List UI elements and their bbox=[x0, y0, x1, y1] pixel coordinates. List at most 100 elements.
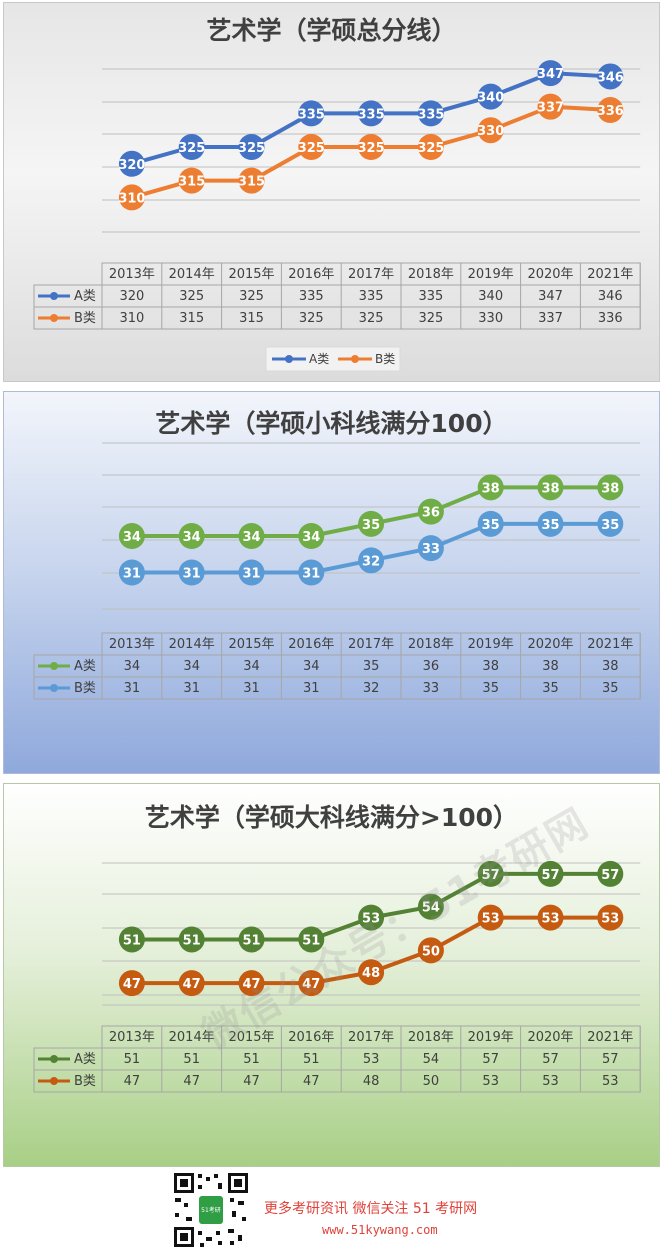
chart-svg: 艺术学（学硕总分线） 320 325 325 335 335 335 340 347 346 310… bbox=[33, 16, 641, 372]
data-point-1-8 bbox=[597, 510, 624, 537]
table-cell-0-2: 51 bbox=[243, 1052, 260, 1067]
data-point-0-8 bbox=[597, 474, 624, 501]
table-cell-1-1: 47 bbox=[183, 1074, 200, 1089]
table-header-3: 2016年 bbox=[288, 267, 334, 282]
table-cell-0-0: 34 bbox=[124, 659, 141, 674]
data-label-1-4: 48 bbox=[362, 966, 380, 981]
data-point-1-2 bbox=[238, 559, 265, 586]
data-label-0-3: 335 bbox=[298, 107, 325, 122]
table-header-6: 2019年 bbox=[468, 1030, 514, 1045]
table-header-5: 2018年 bbox=[408, 1030, 454, 1045]
table-cell-1-7: 35 bbox=[542, 681, 559, 696]
table-cell-1-6: 330 bbox=[478, 311, 503, 326]
table-cell-0-6: 38 bbox=[482, 659, 499, 674]
data-point-1-6 bbox=[477, 904, 504, 931]
table-header-2: 2015年 bbox=[228, 637, 274, 652]
data-point-0-6 bbox=[477, 860, 504, 887]
table-cell-0-5: 36 bbox=[423, 659, 440, 674]
table-header-6: 2019年 bbox=[468, 267, 514, 282]
table-cell-1-2: 47 bbox=[243, 1074, 260, 1089]
table-header-3: 2016年 bbox=[288, 1030, 334, 1045]
row-legend-marker-0 bbox=[50, 292, 58, 300]
table-header-5: 2018年 bbox=[408, 267, 454, 282]
chart-legend: A类 B类 bbox=[265, 346, 401, 372]
data-label-1-7: 53 bbox=[541, 912, 559, 927]
data-point-0-2 bbox=[238, 926, 265, 953]
data-point-1-4 bbox=[358, 959, 385, 986]
data-label-0-0: 51 bbox=[123, 933, 141, 948]
data-label-0-0: 34 bbox=[123, 530, 141, 545]
data-point-0-0 bbox=[118, 523, 145, 549]
table-cell-1-1: 315 bbox=[179, 311, 204, 326]
data-label-0-2: 34 bbox=[242, 530, 260, 545]
table-cell-1-5: 33 bbox=[423, 681, 440, 696]
table-cell-0-0: 51 bbox=[124, 1052, 141, 1067]
data-label-0-8: 346 bbox=[597, 70, 624, 85]
data-point-0-1 bbox=[178, 134, 205, 160]
data-point-0-6 bbox=[477, 474, 504, 501]
data-label-1-2: 31 bbox=[242, 567, 260, 582]
table-cell-0-4: 53 bbox=[363, 1052, 380, 1067]
table-cell-1-6: 53 bbox=[482, 1074, 499, 1089]
table-cell-0-6: 340 bbox=[478, 289, 503, 304]
data-point-1-7 bbox=[537, 904, 564, 931]
table-cell-0-1: 34 bbox=[183, 659, 200, 674]
data-point-1-2 bbox=[238, 970, 265, 997]
data-label-1-2: 315 bbox=[238, 175, 265, 190]
table-cell-0-4: 335 bbox=[359, 289, 384, 304]
data-point-0-5 bbox=[417, 498, 444, 525]
data-label-0-2: 325 bbox=[238, 141, 265, 156]
data-point-0-3 bbox=[298, 523, 325, 549]
table-cell-1-7: 337 bbox=[538, 311, 563, 326]
data-label-0-1: 34 bbox=[183, 530, 201, 545]
table-cell-1-4: 325 bbox=[359, 311, 384, 326]
data-label-1-6: 35 bbox=[482, 518, 500, 533]
footer-website-link[interactable]: www.51kywang.com bbox=[322, 1223, 438, 1237]
data-label-1-0: 310 bbox=[118, 191, 145, 206]
table-header-0: 2013年 bbox=[109, 267, 155, 282]
table-header-4: 2017年 bbox=[348, 267, 394, 282]
data-label-0-7: 38 bbox=[541, 481, 559, 496]
data-point-0-7 bbox=[537, 474, 564, 501]
table-cell-1-0: 310 bbox=[119, 311, 144, 326]
data-label-1-5: 50 bbox=[422, 944, 440, 959]
table-header-4: 2017年 bbox=[348, 637, 394, 652]
legend-label-1: B类 bbox=[375, 352, 395, 366]
data-point-0-0 bbox=[118, 150, 145, 177]
table-cell-0-1: 51 bbox=[183, 1052, 200, 1067]
table-header-1: 2014年 bbox=[169, 267, 215, 282]
data-point-1-4 bbox=[358, 547, 385, 574]
data-point-0-6 bbox=[477, 83, 504, 110]
table-cell-0-7: 57 bbox=[542, 1052, 559, 1067]
row-legend-marker-1 bbox=[50, 314, 58, 322]
qr-label: 51考研 bbox=[201, 1207, 221, 1214]
data-point-0-1 bbox=[178, 523, 205, 549]
data-point-1-4 bbox=[358, 134, 385, 160]
data-point-0-5 bbox=[417, 893, 444, 920]
data-label-1-8: 53 bbox=[601, 912, 619, 927]
table-cell-0-6: 57 bbox=[482, 1052, 499, 1067]
table-header-7: 2020年 bbox=[527, 637, 573, 652]
data-label-1-6: 53 bbox=[482, 912, 500, 927]
table-cell-1-8: 35 bbox=[602, 681, 619, 696]
data-point-0-4 bbox=[358, 100, 385, 127]
data-label-1-0: 47 bbox=[123, 977, 141, 992]
data-point-1-0 bbox=[118, 184, 145, 211]
data-point-1-7 bbox=[537, 510, 564, 537]
table-cell-0-7: 38 bbox=[542, 659, 559, 674]
data-point-1-8 bbox=[597, 97, 624, 124]
table-header-1: 2014年 bbox=[169, 1030, 215, 1045]
data-label-0-1: 51 bbox=[183, 933, 201, 948]
data-label-0-8: 57 bbox=[601, 868, 619, 883]
legend-label-0: A类 bbox=[309, 352, 329, 366]
data-label-0-3: 34 bbox=[302, 530, 320, 545]
data-label-1-5: 33 bbox=[422, 542, 440, 557]
table-cell-0-3: 335 bbox=[299, 289, 324, 304]
qr-code-icon[interactable]: 51考研 bbox=[172, 1171, 250, 1249]
data-point-0-4 bbox=[358, 510, 385, 537]
table-cell-1-0: 31 bbox=[124, 681, 141, 696]
data-point-1-6 bbox=[477, 510, 504, 537]
data-point-1-0 bbox=[118, 970, 145, 997]
table-header-0: 2013年 bbox=[109, 637, 155, 652]
table-cell-0-3: 51 bbox=[303, 1052, 320, 1067]
